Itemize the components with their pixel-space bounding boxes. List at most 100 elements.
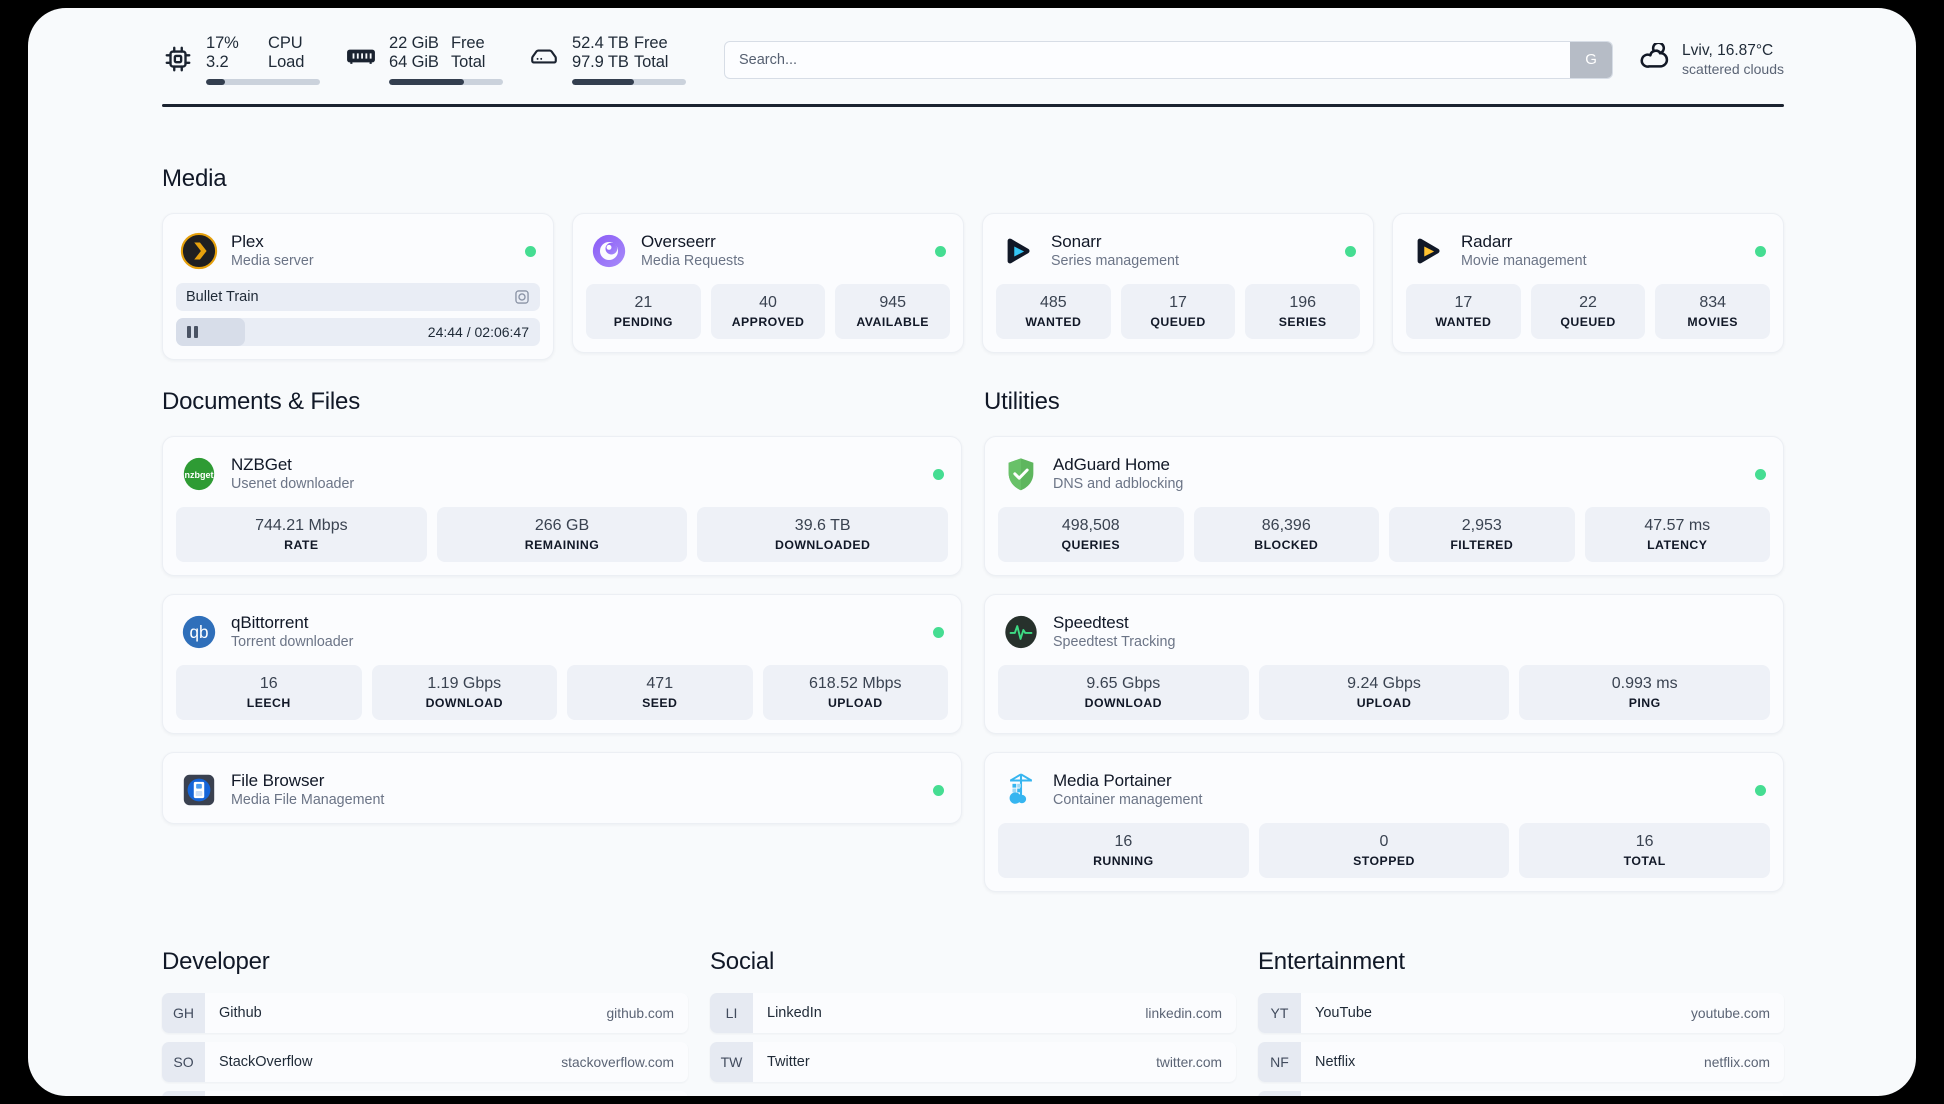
resource-disk-bar: [572, 79, 686, 85]
service-subtitle: Movie management: [1461, 253, 1587, 269]
stat-value: 0.993 ms: [1611, 675, 1678, 692]
bookmark-badge: GH: [162, 993, 205, 1033]
status-indicator: [525, 245, 536, 257]
stat-row: 21 PENDING 40 APPROVED 945 AVAILABLE: [586, 284, 951, 339]
service-card-radarr[interactable]: Radarr Movie management 17 WANTED 22 QUE…: [1392, 213, 1784, 353]
bookmark-badge: SO: [162, 1042, 205, 1082]
service-subtitle: Media File Management: [231, 792, 385, 808]
plex-now-playing[interactable]: Bullet Train: [176, 283, 540, 311]
cast-icon[interactable]: [514, 289, 530, 305]
bookmark-group-developer: Developer GH Github github.com SO StackO…: [162, 948, 688, 1096]
status-indicator: [1345, 245, 1356, 257]
service-card-media-portainer[interactable]: Media Portainer Container management 16 …: [984, 752, 1784, 892]
bookmark-item-dev[interactable]: DT DEV dev.to: [162, 1091, 688, 1096]
bookmark-item-stackoverflow[interactable]: SO StackOverflow stackoverflow.com: [162, 1042, 688, 1082]
status-indicator: [1755, 468, 1766, 480]
stat-ping: 0.993 ms PING: [1519, 665, 1771, 720]
service-card-adguard-home[interactable]: AdGuard Home DNS and adblocking 498,508 …: [984, 436, 1784, 576]
service-card-sonarr[interactable]: Sonarr Series management 485 WANTED 17 Q…: [982, 213, 1374, 353]
sonarr-logo: [1000, 232, 1038, 270]
plex-time-label: 24:44 / 02:06:47: [427, 324, 529, 340]
search-submit-button[interactable]: G: [1570, 41, 1613, 78]
search-input[interactable]: [725, 41, 1571, 78]
stat-label: WANTED: [1435, 315, 1492, 329]
stat-value: 834: [1699, 294, 1727, 311]
service-card-nzbget[interactable]: nzbget NZBGet Usenet downloader 744.21 M…: [162, 436, 962, 576]
plex-progress-bar[interactable]: 24:44 / 02:06:47: [176, 318, 540, 346]
bookmark-item-netflix[interactable]: NF Netflix netflix.com: [1258, 1042, 1784, 1082]
stat-value: 744.21 Mbps: [255, 517, 348, 534]
stat-label: PENDING: [613, 315, 673, 329]
stat-leech: 16 LEECH: [176, 665, 362, 720]
resource-disk-value-2: 97.9 TB: [572, 53, 629, 71]
service-card-file-browser[interactable]: File Browser Media File Management: [162, 752, 962, 824]
svg-text:qb: qb: [189, 623, 208, 642]
stat-series: 196 SERIES: [1245, 284, 1361, 339]
overseerr-logo: [590, 232, 628, 270]
stat-label: FILTERED: [1450, 538, 1514, 552]
service-name: Plex: [231, 232, 264, 251]
bookmark-badge: DT: [162, 1091, 205, 1096]
resource-disk-value-1: 52.4 TB: [572, 34, 629, 52]
service-card-speedtest[interactable]: Speedtest Speedtest Tracking 9.65 Gbps D…: [984, 594, 1784, 734]
stat-filtered: 2,953 FILTERED: [1389, 507, 1575, 562]
stat-label: QUEUED: [1150, 315, 1206, 329]
stat-value: 21: [634, 294, 653, 311]
bookmark-group-entertainment: Entertainment YT YouTube youtube.com NF …: [1258, 948, 1784, 1096]
bookmark-url: reddit.com: [1706, 1091, 1784, 1096]
stat-wanted: 485 WANTED: [996, 284, 1111, 339]
stat-movies: 834 MOVIES: [1655, 284, 1771, 339]
status-indicator: [935, 245, 946, 257]
stat-label: PING: [1628, 696, 1661, 710]
stat-label: DOWNLOAD: [425, 696, 503, 710]
media-card-row: Plex Media server Bullet Train 24:44 / 0…: [162, 213, 1784, 360]
resource-meter-cpu: 17% 3.2 CPU Load: [163, 34, 320, 85]
search-bar[interactable]: G: [724, 40, 1614, 79]
bookmark-name: Twitter: [767, 1054, 810, 1070]
stat-label: SEED: [642, 696, 678, 710]
bookmark-name: DEV: [205, 1091, 637, 1096]
bookmark-item-reddit[interactable]: RE Reddit reddit.com: [1258, 1091, 1784, 1096]
bookmark-group-title: Developer: [162, 948, 270, 975]
stat-label: REMAINING: [524, 538, 600, 552]
stat-queued: 22 QUEUED: [1530, 284, 1646, 339]
service-card-qbittorrent[interactable]: qb qBittorrent Torrent downloader 16 LEE…: [162, 594, 962, 734]
bookmark-url: github.com: [606, 1005, 675, 1021]
service-card-overseerr[interactable]: Overseerr Media Requests 21 PENDING 40 A…: [572, 213, 964, 353]
stat-wanted: 17 WANTED: [1406, 284, 1521, 339]
svg-text:nzbget: nzbget: [184, 470, 213, 480]
status-indicator: [933, 626, 944, 638]
stat-value: 9.24 Gbps: [1347, 675, 1421, 692]
stat-value: 40: [759, 294, 777, 311]
stat-label: DOWNLOADED: [775, 538, 871, 552]
stat-label: LATENCY: [1647, 538, 1708, 552]
stat-approved: 40 APPROVED: [710, 284, 826, 339]
service-name: Sonarr: [1051, 232, 1102, 251]
bookmark-item-linkedin[interactable]: LI LinkedIn linkedin.com: [710, 993, 1236, 1033]
stat-label: UPLOAD: [827, 696, 883, 710]
service-subtitle: Media Requests: [641, 253, 745, 269]
stat-stopped: 0 STOPPED: [1258, 823, 1510, 878]
stat-value: 22: [1579, 294, 1597, 311]
resource-cpu-label-1: CPU: [268, 34, 303, 52]
stat-value: 2,953: [1461, 517, 1502, 534]
bookmark-item-twitter[interactable]: TW Twitter twitter.com: [710, 1042, 1236, 1082]
stat-value: 618.52 Mbps: [808, 675, 902, 692]
weather-widget: Lviv, 16.87°C scattered clouds: [1637, 41, 1784, 79]
resource-memory-value-1: 22 GiB: [389, 34, 439, 52]
resource-meter-disk: 52.4 TB 97.9 TB Free Total: [529, 34, 686, 85]
bookmark-item-youtube[interactable]: YT YouTube youtube.com: [1258, 993, 1784, 1033]
stat-label: APPROVED: [731, 315, 805, 329]
disk-icon: [529, 44, 559, 74]
bookmark-name: Github: [219, 1005, 262, 1021]
stat-row: 17 WANTED 22 QUEUED 834 MOVIES: [1406, 284, 1771, 339]
bookmark-badge: TW: [710, 1042, 753, 1082]
service-card-plex[interactable]: Plex Media server Bullet Train 24:44 / 0…: [162, 213, 554, 360]
stat-row: 16 LEECH 1.19 Gbps DOWNLOAD 471 SEED 618…: [176, 665, 948, 720]
service-name: AdGuard Home: [1053, 455, 1170, 474]
service-name: Radarr: [1461, 232, 1513, 251]
bookmark-item-github[interactable]: GH Github github.com: [162, 993, 688, 1033]
stat-label: TOTAL: [1623, 854, 1666, 868]
pause-icon[interactable]: [187, 326, 198, 338]
stat-running: 16 RUNNING: [998, 823, 1249, 878]
